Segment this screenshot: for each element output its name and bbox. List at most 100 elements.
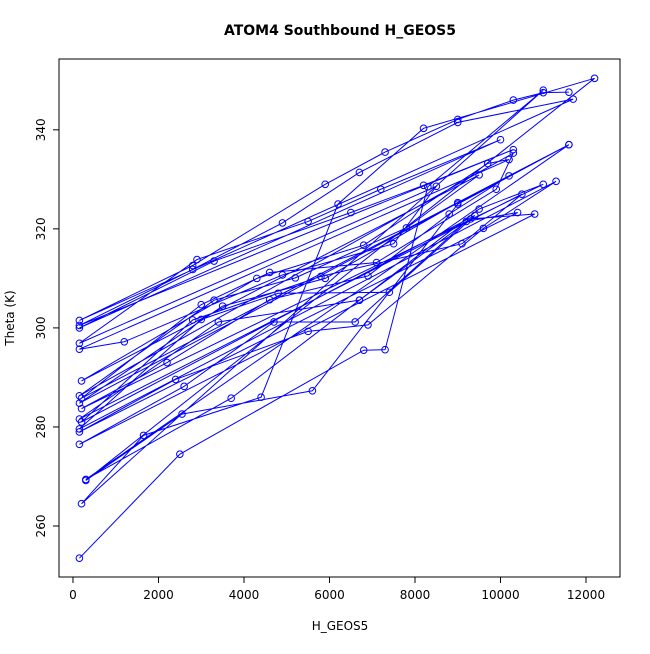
y-tick-label: 280 bbox=[34, 415, 48, 438]
data-point bbox=[77, 394, 86, 403]
data-point bbox=[75, 415, 84, 423]
data-point bbox=[82, 475, 90, 484]
data-point bbox=[176, 450, 184, 458]
series-line bbox=[79, 77, 595, 559]
data-point bbox=[565, 140, 573, 149]
data-point bbox=[197, 315, 206, 324]
data-point bbox=[278, 219, 287, 227]
data-point bbox=[163, 358, 171, 367]
data-point bbox=[188, 261, 197, 270]
y-tick-label: 320 bbox=[34, 217, 48, 240]
x-tick-label: 12000 bbox=[567, 588, 605, 602]
data-point bbox=[479, 224, 488, 233]
data-point bbox=[265, 295, 274, 304]
data-point bbox=[210, 257, 218, 265]
data-point bbox=[278, 271, 287, 279]
data-point bbox=[321, 180, 330, 189]
data-point bbox=[381, 148, 389, 156]
data-point bbox=[355, 296, 364, 304]
y-tick-label: 340 bbox=[34, 118, 48, 141]
data-point bbox=[291, 274, 300, 282]
data-point bbox=[539, 88, 548, 97]
data-point bbox=[385, 288, 394, 297]
data-point bbox=[75, 316, 84, 325]
data-point bbox=[453, 118, 462, 127]
data-point bbox=[317, 272, 325, 281]
data-point bbox=[359, 346, 368, 354]
data-point bbox=[539, 180, 548, 189]
data-point bbox=[75, 440, 84, 449]
y-tick-label: 260 bbox=[34, 515, 48, 538]
data-point bbox=[539, 86, 548, 94]
data-point bbox=[308, 386, 317, 395]
x-tick-label: 6000 bbox=[314, 588, 345, 602]
data-point bbox=[120, 337, 129, 346]
data-point bbox=[75, 324, 84, 332]
x-tick-label: 2000 bbox=[143, 588, 174, 602]
data-point bbox=[376, 185, 385, 194]
data-point bbox=[351, 318, 359, 326]
data-point bbox=[227, 394, 235, 403]
data-point bbox=[75, 391, 84, 400]
data-point bbox=[552, 177, 560, 186]
data-point bbox=[424, 182, 432, 191]
data-point bbox=[355, 168, 364, 177]
data-point bbox=[218, 302, 227, 310]
chart-title: ATOM4 Southbound H_GEOS5 bbox=[224, 23, 456, 39]
x-tick-label: 8000 bbox=[400, 588, 431, 602]
data-point bbox=[530, 210, 539, 218]
data-point bbox=[253, 274, 261, 283]
data-point bbox=[77, 499, 86, 508]
data-point bbox=[193, 255, 201, 264]
data-point bbox=[304, 327, 312, 336]
data-point bbox=[75, 399, 84, 407]
data-point bbox=[188, 316, 197, 324]
data-point bbox=[453, 115, 462, 124]
data-point bbox=[492, 185, 501, 194]
data-point bbox=[565, 88, 573, 96]
x-tick-label: 10000 bbox=[481, 588, 519, 602]
data-point bbox=[475, 205, 483, 213]
data-point bbox=[364, 272, 372, 280]
y-tick-label: 300 bbox=[34, 316, 48, 339]
data-point bbox=[75, 339, 84, 348]
data-point bbox=[505, 155, 513, 164]
data-point bbox=[304, 217, 312, 226]
data-point bbox=[171, 375, 180, 384]
data-point bbox=[496, 135, 505, 144]
x-tick-label: 0 bbox=[69, 588, 77, 602]
x-tick-label: 4000 bbox=[229, 588, 260, 602]
y-axis-label: Theta (K) bbox=[3, 290, 17, 346]
data-point bbox=[75, 428, 84, 436]
data-point bbox=[475, 171, 483, 179]
data-point bbox=[274, 289, 282, 298]
data-point bbox=[364, 321, 372, 329]
data-point bbox=[75, 321, 84, 330]
data-point bbox=[197, 300, 206, 309]
data-point bbox=[75, 425, 84, 433]
data-point bbox=[178, 410, 186, 418]
data-point bbox=[75, 554, 84, 562]
data-point bbox=[75, 345, 84, 353]
data-point bbox=[569, 95, 577, 103]
x-axis-label: H_GEOS5 bbox=[312, 619, 369, 633]
data-point bbox=[347, 208, 355, 217]
data-point bbox=[188, 265, 197, 274]
data-point bbox=[372, 258, 381, 267]
data-point bbox=[214, 318, 223, 326]
data-point bbox=[590, 74, 599, 83]
data-point bbox=[359, 241, 368, 250]
data-point bbox=[509, 145, 518, 154]
data-point bbox=[513, 208, 522, 217]
data-point bbox=[483, 159, 492, 168]
data-point bbox=[77, 377, 86, 385]
data-point bbox=[445, 210, 454, 218]
data-point bbox=[419, 181, 428, 190]
data-point bbox=[210, 296, 218, 304]
data-point bbox=[321, 274, 330, 283]
data-point bbox=[419, 124, 428, 133]
data-point bbox=[139, 431, 148, 440]
data-point bbox=[270, 318, 278, 326]
